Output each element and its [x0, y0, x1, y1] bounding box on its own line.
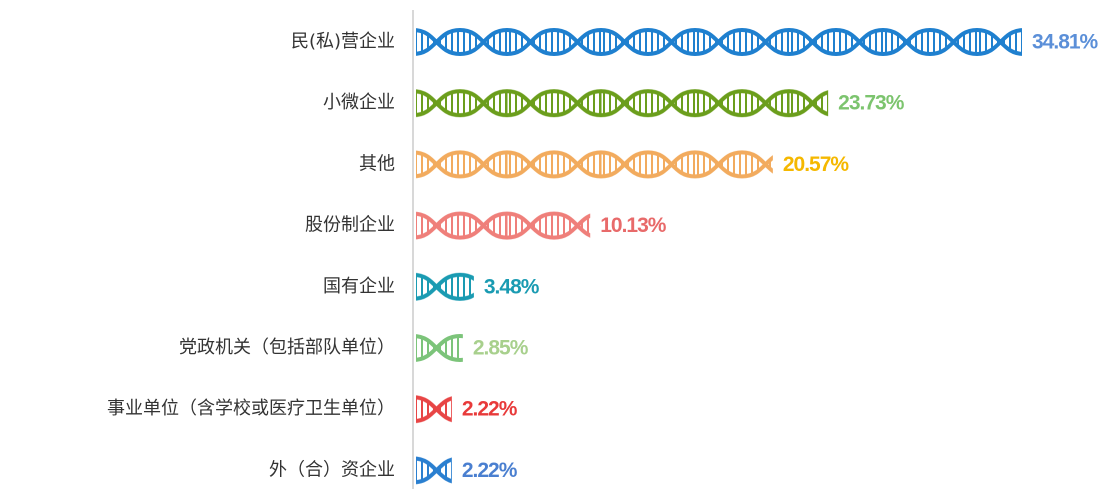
category-label: 民(私)营企业 — [291, 31, 395, 52]
bar — [416, 210, 591, 241]
value-label: 20.57% — [783, 153, 850, 176]
category-label: 小微企业 — [323, 92, 395, 113]
bar — [416, 455, 452, 486]
category-label: 事业单位（含学校或医疗卫生单位） — [107, 398, 395, 419]
bar — [416, 333, 463, 363]
value-label: 2.22% — [462, 398, 518, 421]
bar — [416, 394, 452, 425]
category-label: 股份制企业 — [305, 215, 395, 236]
bar — [416, 88, 829, 119]
value-label: 23.73% — [838, 92, 905, 115]
bar — [416, 149, 773, 180]
category-label: 其他 — [359, 153, 395, 174]
value-label: 3.48% — [484, 275, 540, 298]
category-label: 党政机关（包括部队单位） — [179, 337, 395, 358]
bar — [416, 271, 474, 302]
value-label: 2.85% — [473, 337, 529, 360]
value-label: 2.22% — [462, 459, 518, 482]
value-label: 10.13% — [600, 214, 667, 237]
category-label: 外（合）资企业 — [269, 459, 395, 480]
value-label: 34.81% — [1032, 31, 1099, 54]
bar — [416, 27, 1022, 57]
category-label: 国有企业 — [323, 276, 395, 297]
